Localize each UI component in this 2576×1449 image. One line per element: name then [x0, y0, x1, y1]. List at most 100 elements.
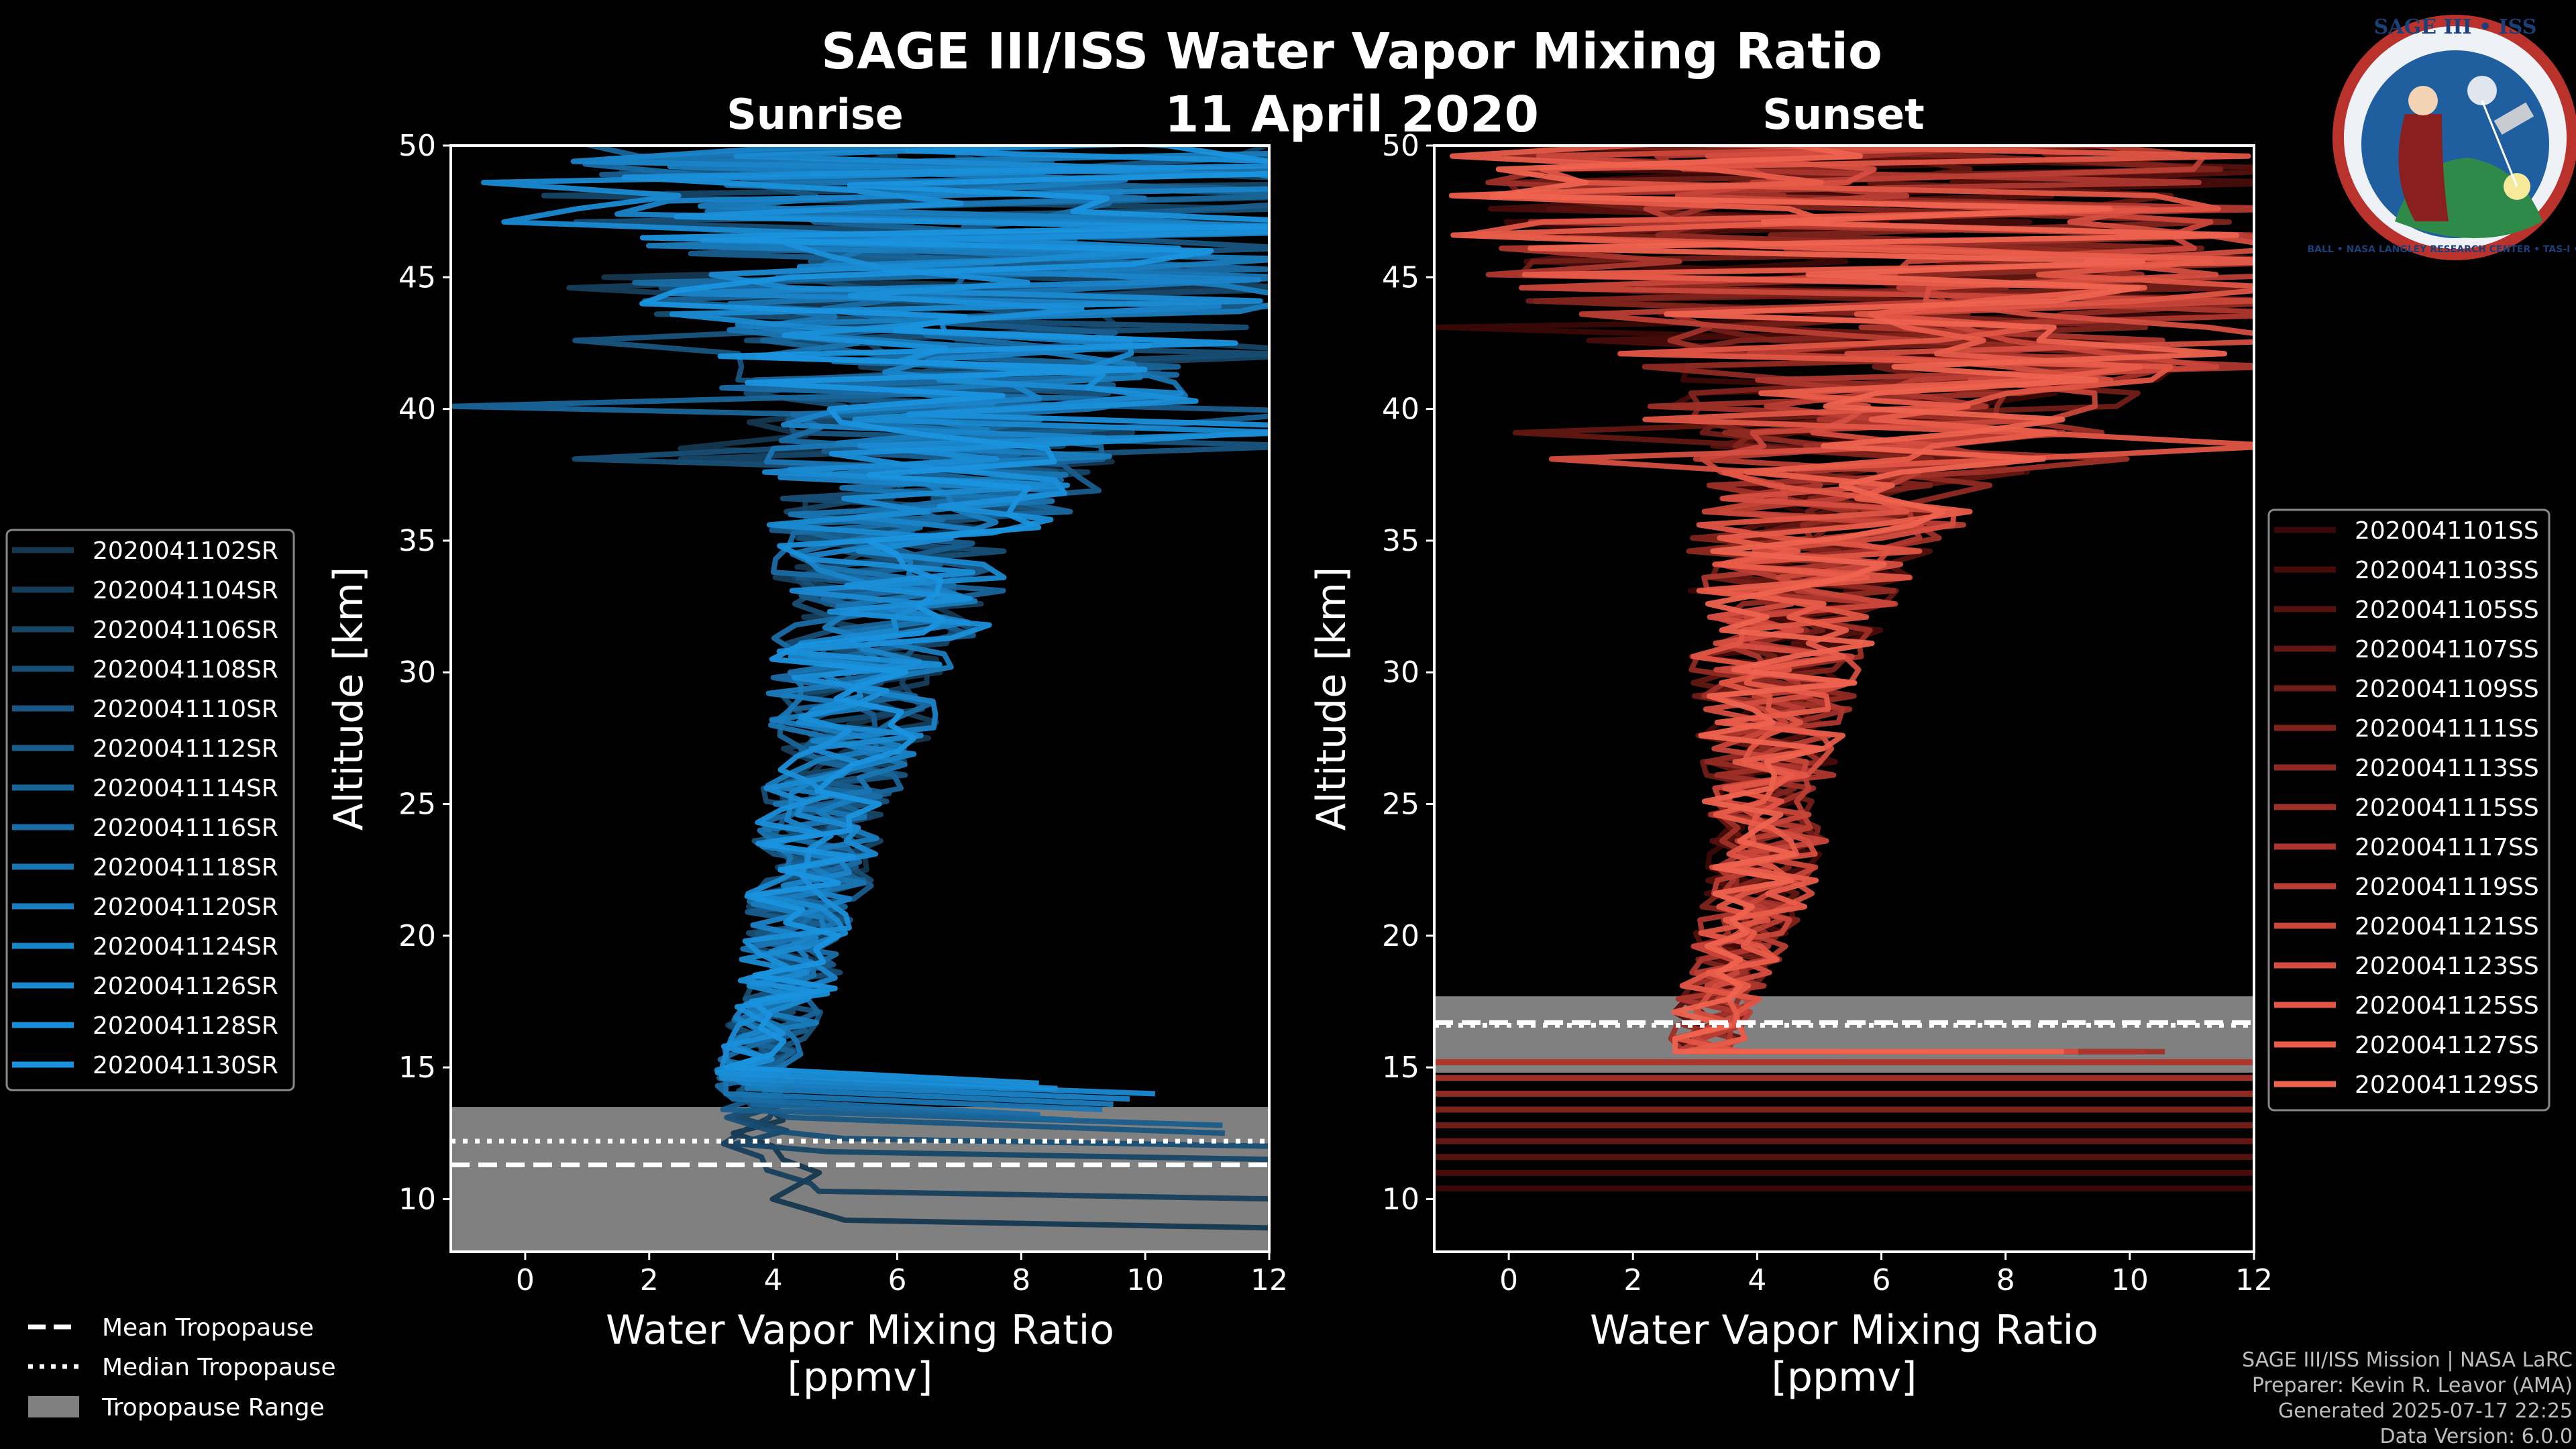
- y-axis-label: Altitude [km]: [1308, 567, 1355, 831]
- sunset-legend: 2020041101SS 2020041103SS 2020041105SS 2020…: [2267, 508, 2551, 1112]
- legend-label-2020041108SR: 2020041108SR: [93, 656, 278, 684]
- legend-label-2020041126SR: 2020041126SR: [93, 973, 278, 1000]
- legend-label-2020041112SR: 2020041112SR: [93, 735, 278, 763]
- credit-data-version: Data Version: 6.0.0: [2380, 1425, 2573, 1448]
- legend-label-2020041111SS: 2020041111SS: [2355, 715, 2539, 743]
- sunrise-legend-frame: [5, 529, 295, 1091]
- logo-ring-text: BALL • NASA LANGLEY RESEARCH CENTER • TA…: [2307, 244, 2576, 255]
- x-axis-label: [ppmv]: [1772, 1354, 1917, 1401]
- legend-label-2020041104SR: 2020041104SR: [93, 577, 278, 604]
- x-tick-label: 10: [1126, 1263, 1164, 1297]
- credit-preparer: Preparer: Kevin R. Leavor (AMA): [2252, 1374, 2573, 1397]
- legend-label-2020041129SS: 2020041129SS: [2355, 1071, 2539, 1099]
- legend-label-2020041123SS: 2020041123SS: [2355, 953, 2539, 980]
- series-line-2020041124SR: [570, 146, 1269, 1102]
- y-tick-label: 10: [1382, 1182, 1419, 1216]
- series-line-2020041104SR: [566, 146, 1269, 1202]
- legend-label-2020041127SS: 2020041127SS: [2355, 1032, 2539, 1059]
- legend-label-2020041103SS: 2020041103SS: [2355, 557, 2539, 584]
- x-axis-label: Water Vapor Mixing Ratio: [1590, 1307, 2098, 1354]
- sunset-panel-title: Sunset: [1762, 90, 1925, 139]
- logo-moon: [2467, 76, 2497, 105]
- legend-label-2020041130SR: 2020041130SR: [93, 1052, 278, 1079]
- logo-figure-robe: [2398, 114, 2449, 221]
- legend-label-2020041106SR: 2020041106SR: [93, 616, 278, 644]
- series-line-2020041130SR: [639, 146, 1269, 1086]
- series-line-2020041127SS: [1448, 146, 2254, 1055]
- logo-figure-head: [2408, 86, 2438, 115]
- sunset-panel: 0 2 4 6 8 10 12 10 15 20 25 30 35 40 45 50 Water Vapor M…: [1308, 129, 2273, 1401]
- legend-label-2020041115SS: 2020041115SS: [2355, 794, 2539, 822]
- legend-label-2020041101SS: 2020041101SS: [2355, 517, 2539, 545]
- y-tick-label: 40: [1382, 392, 1419, 427]
- y-tick-label: 45: [1382, 260, 1419, 294]
- y-tick-label: 20: [1382, 919, 1419, 953]
- series-line-2020041129SS: [1490, 146, 2239, 1055]
- sunrise-panel: 0 2 4 6 8 10 12 10 15 20 25 30 35 40 45 50 Water Vapor M…: [325, 129, 1288, 1401]
- x-tick-label: 10: [2111, 1263, 2149, 1297]
- y-tick-label: 30: [398, 655, 436, 690]
- legend-label-2020041118SR: 2020041118SR: [93, 854, 278, 881]
- x-axis-label: [ppmv]: [788, 1354, 933, 1401]
- legend-label-2020041110SR: 2020041110SR: [93, 696, 278, 723]
- tropopause-legend: Mean Tropopause Median Tropopause Tropop…: [28, 1314, 336, 1421]
- x-tick-label: 4: [1748, 1263, 1766, 1297]
- y-tick-label: 40: [398, 392, 436, 427]
- y-tick-label: 20: [398, 919, 436, 953]
- figure-title: SAGE III/ISS Water Vapor Mixing Ratio: [821, 23, 1882, 80]
- x-tick-label: 4: [764, 1263, 783, 1297]
- legend-label-2020041102SR: 2020041102SR: [93, 537, 278, 565]
- series-line-2020041128SR: [621, 146, 1269, 1091]
- x-tick-label: 12: [1250, 1263, 1288, 1297]
- x-tick-label: 2: [640, 1263, 659, 1297]
- sunrise-panel-title: Sunrise: [727, 90, 904, 139]
- sunrise-plot-area: [451, 146, 1269, 1252]
- y-tick-label: 35: [1382, 524, 1419, 558]
- x-tick-label: 6: [1872, 1263, 1891, 1297]
- y-tick-label: 15: [398, 1051, 436, 1085]
- x-tick-label: 12: [2235, 1263, 2273, 1297]
- y-tick-label: 30: [1382, 655, 1419, 690]
- sage-iii-iss-logo: SAGE III • ISS BALL • NASA LANGLEY RESEA…: [2307, 15, 2576, 260]
- logo-top-text: SAGE III • ISS: [2374, 15, 2537, 39]
- legend-label-2020041105SS: 2020041105SS: [2355, 596, 2539, 624]
- sunrise-legend: 2020041102SR 2020041104SR 2020041106SR 2020…: [5, 529, 295, 1091]
- axes-frame: [1433, 144, 2255, 1253]
- y-axis-label: Altitude [km]: [325, 567, 372, 831]
- logo-beam: [2481, 100, 2518, 187]
- legend-label-2020041107SS: 2020041107SS: [2355, 636, 2539, 663]
- legend-label-2020041119SS: 2020041119SS: [2355, 873, 2539, 901]
- legend-label-2020041128SR: 2020041128SR: [93, 1012, 278, 1040]
- legend-tropopause-range-label: Tropopause Range: [101, 1394, 325, 1421]
- figure-date: 11 April 2020: [1165, 86, 1539, 144]
- credits: SAGE III/ISS Mission | NASA LaRC Prepare…: [2242, 1348, 2573, 1448]
- y-tick-label: 25: [1382, 788, 1419, 822]
- legend-label-2020041114SR: 2020041114SR: [93, 775, 278, 802]
- x-tick-label: 8: [1996, 1263, 2015, 1297]
- x-tick-label: 6: [888, 1263, 906, 1297]
- x-axis-label: Water Vapor Mixing Ratio: [606, 1307, 1114, 1354]
- y-tick-label: 15: [1382, 1051, 1419, 1085]
- sunset-plot-area: [1434, 146, 2254, 1192]
- legend-label-2020041113SS: 2020041113SS: [2355, 755, 2539, 782]
- legend-label-2020041116SR: 2020041116SR: [93, 814, 278, 842]
- legend-tropopause-range-patch: [28, 1396, 79, 1417]
- legend-label-2020041125SS: 2020041125SS: [2355, 992, 2539, 1020]
- legend-label-2020041124SR: 2020041124SR: [93, 933, 278, 961]
- y-tick-label: 45: [398, 260, 436, 294]
- y-tick-label: 35: [398, 524, 436, 558]
- y-tick-label: 50: [398, 129, 436, 163]
- y-tick-label: 50: [1382, 129, 1419, 163]
- legend-label-2020041109SS: 2020041109SS: [2355, 676, 2539, 703]
- x-tick-label: 0: [1499, 1263, 1518, 1297]
- x-tick-label: 2: [1623, 1263, 1642, 1297]
- legend-label-2020041120SR: 2020041120SR: [93, 894, 278, 921]
- axes-frame: [449, 144, 1271, 1253]
- logo-iss-station: [2493, 102, 2534, 135]
- y-tick-label: 10: [398, 1182, 436, 1216]
- x-tick-label: 0: [516, 1263, 535, 1297]
- legend-label-2020041121SS: 2020041121SS: [2355, 913, 2539, 941]
- y-tick-label: 25: [398, 788, 436, 822]
- legend-label-2020041117SS: 2020041117SS: [2355, 834, 2539, 861]
